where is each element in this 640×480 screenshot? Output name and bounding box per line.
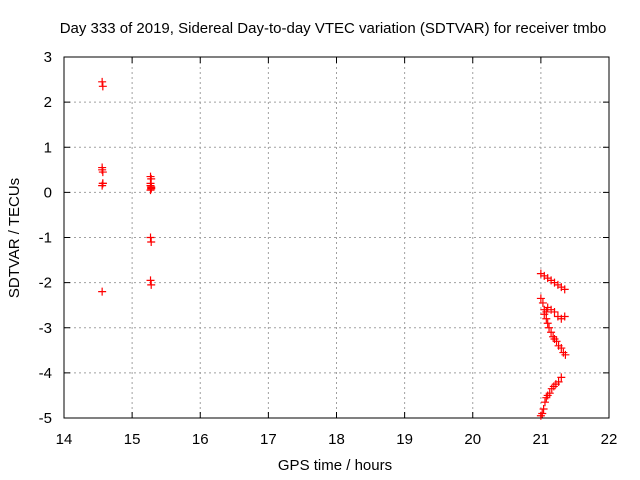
grid-lines xyxy=(64,57,609,418)
data-point xyxy=(557,344,566,353)
data-point xyxy=(557,373,566,382)
y-tick-label: -3 xyxy=(39,320,52,337)
x-tick-label: 19 xyxy=(396,431,413,448)
y-tick-label: 1 xyxy=(44,139,52,156)
x-tick-label: 20 xyxy=(464,431,481,448)
data-point xyxy=(98,77,107,86)
y-tick-label: -1 xyxy=(39,230,52,247)
x-tick-label: 14 xyxy=(56,431,73,448)
data-point xyxy=(536,294,545,303)
data-point xyxy=(560,285,569,294)
data-point xyxy=(547,328,556,337)
data-point xyxy=(545,323,554,332)
data-points xyxy=(98,77,570,420)
x-tick-label: 17 xyxy=(260,431,277,448)
data-point xyxy=(560,312,569,321)
data-point xyxy=(561,350,570,359)
data-point xyxy=(146,233,155,242)
y-tick-label: -2 xyxy=(39,275,52,292)
data-point xyxy=(542,314,551,323)
x-tick-label: 16 xyxy=(192,431,209,448)
y-tick-label: 0 xyxy=(44,184,52,201)
data-point xyxy=(554,377,563,386)
data-point xyxy=(539,404,548,413)
x-tick-label: 21 xyxy=(533,431,550,448)
data-point xyxy=(550,307,559,316)
y-axis-label: SDTVAR / TECUs xyxy=(6,178,23,298)
y-tick-labels: -5 -4 -3 -2 -1 0 1 2 3 xyxy=(39,49,52,427)
data-point xyxy=(543,319,552,328)
data-point xyxy=(147,238,156,247)
data-point xyxy=(98,179,107,188)
data-point xyxy=(538,409,547,418)
y-tick-label: -4 xyxy=(39,365,52,382)
data-point xyxy=(552,337,561,346)
chart-title: Day 333 of 2019, Sidereal Day-to-day VTE… xyxy=(60,20,607,37)
axis-ticks xyxy=(63,56,610,419)
data-point xyxy=(147,174,156,183)
data-point xyxy=(98,287,107,296)
data-point xyxy=(545,389,554,398)
data-point xyxy=(540,398,549,407)
data-point xyxy=(538,298,547,307)
y-tick-label: 3 xyxy=(44,49,52,66)
x-tick-label: 18 xyxy=(328,431,345,448)
data-point xyxy=(540,310,549,319)
x-axis-label: GPS time / hours xyxy=(278,457,392,474)
x-tick-label: 15 xyxy=(124,431,141,448)
data-point xyxy=(98,165,107,174)
data-point xyxy=(146,179,155,188)
x-tick-label: 22 xyxy=(601,431,618,448)
data-point xyxy=(147,184,156,193)
data-point xyxy=(146,276,155,285)
data-point xyxy=(147,280,156,289)
data-point xyxy=(98,82,107,91)
x-tick-labels: 14 15 16 17 18 19 20 21 22 xyxy=(56,431,618,448)
y-tick-label: 2 xyxy=(44,94,52,111)
y-tick-label: -5 xyxy=(39,410,52,427)
